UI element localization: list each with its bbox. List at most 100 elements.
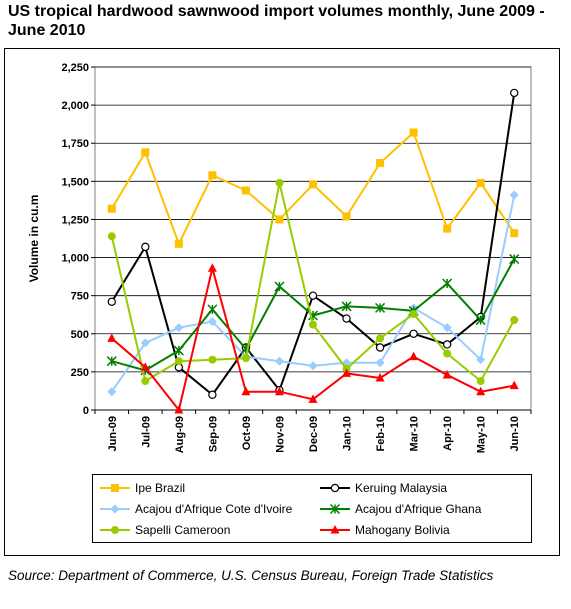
data-point bbox=[140, 338, 150, 348]
data-point bbox=[107, 232, 116, 241]
data-point bbox=[476, 178, 485, 187]
y-tick-label: 1,750 bbox=[61, 138, 89, 150]
x-tick-label: Oct-09 bbox=[241, 416, 253, 450]
data-point bbox=[510, 316, 519, 325]
legend-swatch bbox=[100, 504, 130, 514]
legend-swatch bbox=[100, 526, 130, 534]
legend-label: Ipe Brazil bbox=[135, 481, 186, 495]
data-point bbox=[107, 387, 117, 397]
y-tick-label: 250 bbox=[71, 367, 89, 379]
y-tick-label: 2,000 bbox=[61, 100, 89, 112]
data-point bbox=[376, 334, 385, 343]
legend-label: Keruing Malaysia bbox=[355, 481, 448, 495]
data-point bbox=[375, 372, 385, 382]
data-point bbox=[510, 88, 519, 98]
data-point bbox=[342, 314, 351, 323]
data-point bbox=[442, 340, 452, 349]
data-point bbox=[510, 229, 519, 238]
data-point bbox=[308, 291, 318, 300]
data-point bbox=[342, 368, 352, 377]
chart-title: US tropical hardwood sawnwood import vol… bbox=[8, 3, 545, 39]
data-point bbox=[375, 302, 386, 313]
y-tick-label: 0 bbox=[83, 405, 89, 417]
data-point bbox=[442, 278, 453, 289]
data-point bbox=[476, 355, 486, 365]
data-point bbox=[509, 190, 519, 200]
data-point bbox=[274, 281, 285, 292]
data-point bbox=[107, 333, 117, 342]
data-point bbox=[241, 386, 251, 396]
x-tick-label: Feb-10 bbox=[375, 416, 387, 451]
legend-label: Sapelli Cameroon bbox=[135, 523, 231, 537]
data-point bbox=[174, 405, 184, 414]
data-point bbox=[274, 386, 284, 396]
legend-swatch bbox=[100, 484, 130, 492]
legend-marker bbox=[330, 483, 340, 493]
data-point bbox=[509, 254, 520, 265]
data-point bbox=[173, 345, 184, 356]
x-tick-label: Nov-09 bbox=[274, 416, 286, 453]
data-point bbox=[174, 357, 183, 366]
data-point bbox=[442, 369, 452, 379]
x-tick-label: Sep-09 bbox=[207, 416, 219, 452]
data-point bbox=[241, 354, 250, 363]
data-point bbox=[443, 349, 452, 358]
x-tick-label: Dec-09 bbox=[308, 416, 320, 452]
legend-marker bbox=[111, 484, 119, 492]
legend-marker bbox=[111, 526, 119, 534]
data-point bbox=[207, 304, 218, 315]
y-tick-label: 1,250 bbox=[61, 214, 89, 226]
data-point bbox=[141, 148, 150, 157]
series-keruing-malaysia bbox=[107, 88, 519, 399]
legend-marker bbox=[110, 504, 120, 514]
data-point bbox=[476, 377, 485, 386]
data-point bbox=[341, 301, 352, 312]
data-point bbox=[376, 159, 385, 168]
data-point bbox=[475, 315, 486, 326]
data-point bbox=[442, 323, 452, 333]
series-line bbox=[110, 181, 516, 383]
legend-label: Acajou d'Afrique Cote d'Ivoire bbox=[135, 502, 293, 516]
x-tick-label: Jun-09 bbox=[107, 416, 119, 451]
x-tick-label: Mar-10 bbox=[409, 416, 421, 451]
data-point bbox=[309, 180, 317, 189]
data-point bbox=[208, 171, 217, 180]
data-point bbox=[141, 377, 150, 386]
data-point bbox=[107, 204, 116, 213]
data-point bbox=[106, 356, 117, 367]
data-point bbox=[409, 309, 418, 318]
data-point bbox=[308, 361, 318, 371]
data-point bbox=[375, 358, 385, 368]
data-point bbox=[309, 320, 317, 329]
data-point bbox=[208, 390, 217, 399]
data-point bbox=[174, 323, 184, 333]
legend-label: Mahogany Bolivia bbox=[355, 523, 450, 537]
data-point bbox=[308, 394, 318, 403]
legend-swatch bbox=[320, 503, 350, 515]
legend-swatch bbox=[320, 483, 350, 493]
data-point bbox=[509, 380, 519, 390]
series-sapelli-cameroon bbox=[107, 178, 519, 386]
series-line bbox=[110, 92, 516, 396]
data-point bbox=[107, 297, 116, 306]
data-point bbox=[375, 343, 385, 352]
data-point bbox=[275, 178, 284, 187]
y-tick-label: 750 bbox=[71, 291, 89, 303]
data-point bbox=[140, 362, 150, 371]
legend-label: Acajou d'Afrique Ghana bbox=[355, 502, 482, 516]
legend-marker bbox=[329, 503, 341, 515]
data-point bbox=[275, 215, 284, 224]
x-tick-label: Jun-10 bbox=[509, 416, 521, 451]
data-point bbox=[208, 355, 217, 364]
data-point bbox=[342, 212, 351, 221]
data-point bbox=[207, 317, 217, 327]
data-point bbox=[274, 356, 284, 366]
chart-legend: Ipe Brazil Keruing Malaysia Acajou d'Afriq… bbox=[92, 474, 532, 543]
y-tick-label: 1,500 bbox=[61, 176, 89, 188]
x-tick-label: Jul-09 bbox=[140, 416, 152, 448]
y-tick-label: 1,000 bbox=[61, 253, 89, 265]
legend-swatch bbox=[320, 525, 350, 534]
data-point bbox=[409, 351, 419, 361]
x-tick-label: Jan-10 bbox=[342, 416, 354, 451]
x-tick-label: Aug-09 bbox=[174, 416, 186, 453]
